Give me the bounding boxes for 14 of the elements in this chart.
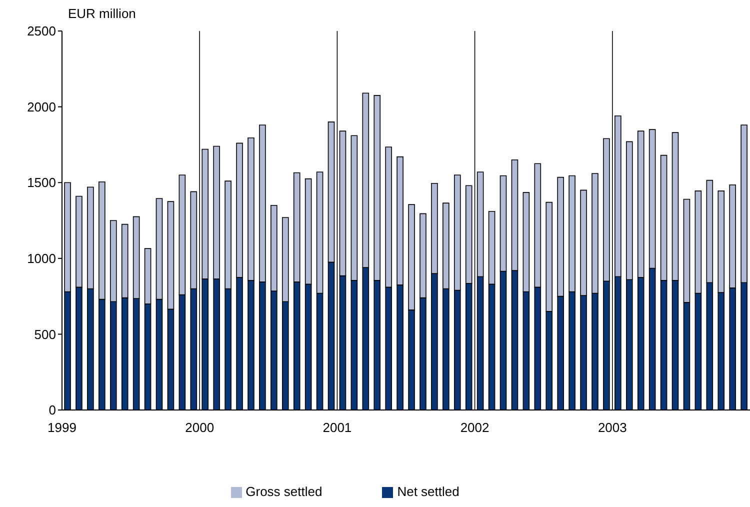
x-tick-label: 1999 — [48, 420, 76, 435]
x-tick-label: 2000 — [185, 420, 214, 435]
legend-label: Gross settled — [246, 484, 322, 499]
y-tick-label: 2500 — [27, 24, 56, 39]
x-tick-label: 2001 — [322, 420, 352, 435]
x-tick-label: 2002 — [460, 420, 490, 435]
y-tick-label: 1500 — [27, 175, 56, 190]
y-axis-title: EUR million — [68, 6, 136, 21]
y-tick-label: 2000 — [27, 99, 56, 114]
legend-label: Net settled — [397, 484, 460, 499]
x-tick-label: 2003 — [598, 420, 627, 435]
y-tick-label: 1000 — [27, 251, 56, 266]
y-tick-label: 500 — [34, 326, 56, 342]
y-tick-label: 0 — [48, 402, 56, 418]
